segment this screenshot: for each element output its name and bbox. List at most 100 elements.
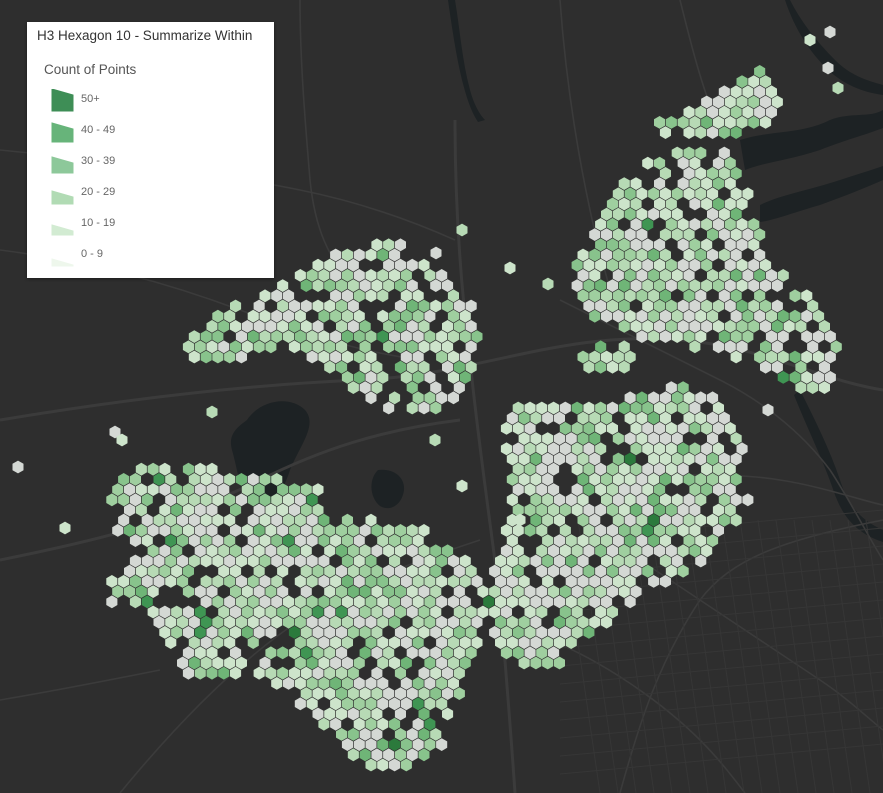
- hexagon-cell[interactable]: [832, 81, 844, 95]
- hexagon-cell[interactable]: [300, 687, 312, 700]
- hexagon-cell[interactable]: [577, 350, 589, 364]
- hexagon-cell[interactable]: [353, 269, 365, 282]
- hexagon-cell[interactable]: [118, 513, 130, 527]
- hexagon-cell[interactable]: [265, 524, 277, 537]
- hexagon-cell[interactable]: [171, 483, 183, 496]
- hexagon-cell[interactable]: [253, 605, 265, 619]
- hexagon-cell[interactable]: [330, 656, 342, 670]
- hexagon-cell[interactable]: [383, 605, 395, 619]
- hexagon-cell[interactable]: [359, 381, 371, 394]
- hexagon-cell[interactable]: [294, 493, 306, 507]
- hexagon-cell[interactable]: [283, 677, 295, 690]
- hexagon-cell[interactable]: [330, 350, 342, 364]
- hexagon-cell[interactable]: [365, 391, 377, 405]
- hexagon-cell[interactable]: [188, 473, 200, 486]
- hexagon-cell[interactable]: [424, 738, 436, 751]
- hexagon-cell[interactable]: [712, 116, 724, 129]
- hexagon-cell[interactable]: [618, 524, 630, 537]
- hexagon-cell[interactable]: [300, 299, 312, 313]
- hexagon-cell[interactable]: [353, 717, 365, 731]
- hexagon-cell[interactable]: [612, 228, 624, 241]
- hexagon-cell[interactable]: [442, 666, 454, 680]
- hexagon-cell[interactable]: [618, 258, 630, 272]
- hexagon-cell[interactable]: [283, 595, 295, 609]
- hexagon-cell[interactable]: [383, 585, 395, 598]
- hexagon-cell[interactable]: [624, 452, 636, 466]
- hexagon-cell[interactable]: [347, 666, 359, 680]
- hexagon-cell[interactable]: [477, 585, 489, 598]
- hexagon-cell[interactable]: [341, 738, 353, 751]
- hexagon-cell[interactable]: [754, 85, 766, 99]
- hexagon-cell[interactable]: [465, 626, 477, 639]
- hexagon-cell[interactable]: [377, 697, 389, 711]
- hexagon-cell[interactable]: [247, 309, 259, 323]
- hexagon-cell[interactable]: [459, 554, 471, 568]
- hexagon-cell[interactable]: [288, 299, 300, 313]
- hexagon-cell[interactable]: [424, 677, 436, 690]
- hexagon-cell[interactable]: [377, 575, 389, 588]
- hexagon-cell[interactable]: [330, 615, 342, 629]
- hexagon-cell[interactable]: [253, 666, 265, 680]
- hexagon-cell[interactable]: [565, 432, 577, 445]
- hexagon-cell[interactable]: [283, 330, 295, 343]
- hexagon-cell[interactable]: [147, 585, 159, 598]
- hexagon-cell[interactable]: [147, 605, 159, 619]
- hexagon-cell[interactable]: [247, 534, 259, 547]
- hexagon-cell[interactable]: [689, 544, 701, 558]
- hexagon-cell[interactable]: [447, 656, 459, 670]
- hexagon-cell[interactable]: [689, 483, 701, 496]
- hexagon-cell[interactable]: [695, 513, 707, 527]
- hexagon-cell[interactable]: [330, 330, 342, 343]
- hexagon-cell[interactable]: [512, 585, 524, 598]
- hexagon-cell[interactable]: [742, 105, 754, 119]
- hexagon-cell[interactable]: [636, 269, 648, 282]
- hexagon-cell[interactable]: [418, 564, 430, 578]
- hexagon-cell[interactable]: [430, 728, 442, 741]
- hexagon-cell[interactable]: [453, 585, 465, 598]
- hexagon-cell[interactable]: [436, 615, 448, 629]
- hexagon-cell[interactable]: [194, 605, 206, 619]
- hexagon-cell[interactable]: [577, 269, 589, 282]
- hexagon-cell[interactable]: [683, 146, 695, 160]
- hexagon-cell[interactable]: [306, 554, 318, 568]
- hexagon-cell[interactable]: [418, 340, 430, 354]
- hexagon-cell[interactable]: [530, 473, 542, 486]
- hexagon-cell[interactable]: [642, 462, 654, 476]
- hexagon-cell[interactable]: [288, 544, 300, 558]
- hexagon-cell[interactable]: [377, 330, 389, 343]
- hexagon-cell[interactable]: [677, 381, 689, 394]
- hexagon-cell[interactable]: [524, 401, 536, 415]
- hexagon-cell[interactable]: [736, 218, 748, 231]
- hexagon-cell[interactable]: [771, 299, 783, 313]
- hexagon-cell[interactable]: [736, 320, 748, 333]
- hexagon-cell[interactable]: [595, 462, 607, 476]
- hexagon-cell[interactable]: [500, 422, 512, 435]
- hexagon-cell[interactable]: [377, 677, 389, 690]
- hexagon-cell[interactable]: [683, 513, 695, 527]
- hexagon-cell[interactable]: [530, 554, 542, 568]
- hexagon-cell[interactable]: [406, 605, 418, 619]
- hexagon-cell[interactable]: [701, 462, 713, 476]
- hexagon-cell[interactable]: [765, 269, 777, 282]
- hexagon-cell[interactable]: [389, 330, 401, 343]
- hexagon-cell[interactable]: [318, 636, 330, 649]
- hexagon-cell[interactable]: [418, 707, 430, 721]
- hexagon-cell[interactable]: [389, 656, 401, 670]
- hexagon-cell[interactable]: [553, 493, 565, 507]
- hexagon-cell[interactable]: [141, 513, 153, 527]
- hexagon-cell[interactable]: [182, 483, 194, 496]
- hexagon-cell[interactable]: [324, 687, 336, 700]
- hexagon-cell[interactable]: [406, 299, 418, 313]
- hexagon-cell[interactable]: [118, 473, 130, 486]
- hexagon-cell[interactable]: [689, 401, 701, 415]
- hexagon-cell[interactable]: [271, 554, 283, 568]
- hexagon-cell[interactable]: [813, 371, 825, 384]
- hexagon-cell[interactable]: [553, 554, 565, 568]
- hexagon-cell[interactable]: [606, 503, 618, 517]
- hexagon-cell[interactable]: [689, 177, 701, 190]
- hexagon-cell[interactable]: [194, 626, 206, 639]
- hexagon-cell[interactable]: [200, 493, 212, 507]
- hexagon-cell[interactable]: [188, 554, 200, 568]
- hexagon-cell[interactable]: [253, 483, 265, 496]
- hexagon-cell[interactable]: [371, 666, 383, 680]
